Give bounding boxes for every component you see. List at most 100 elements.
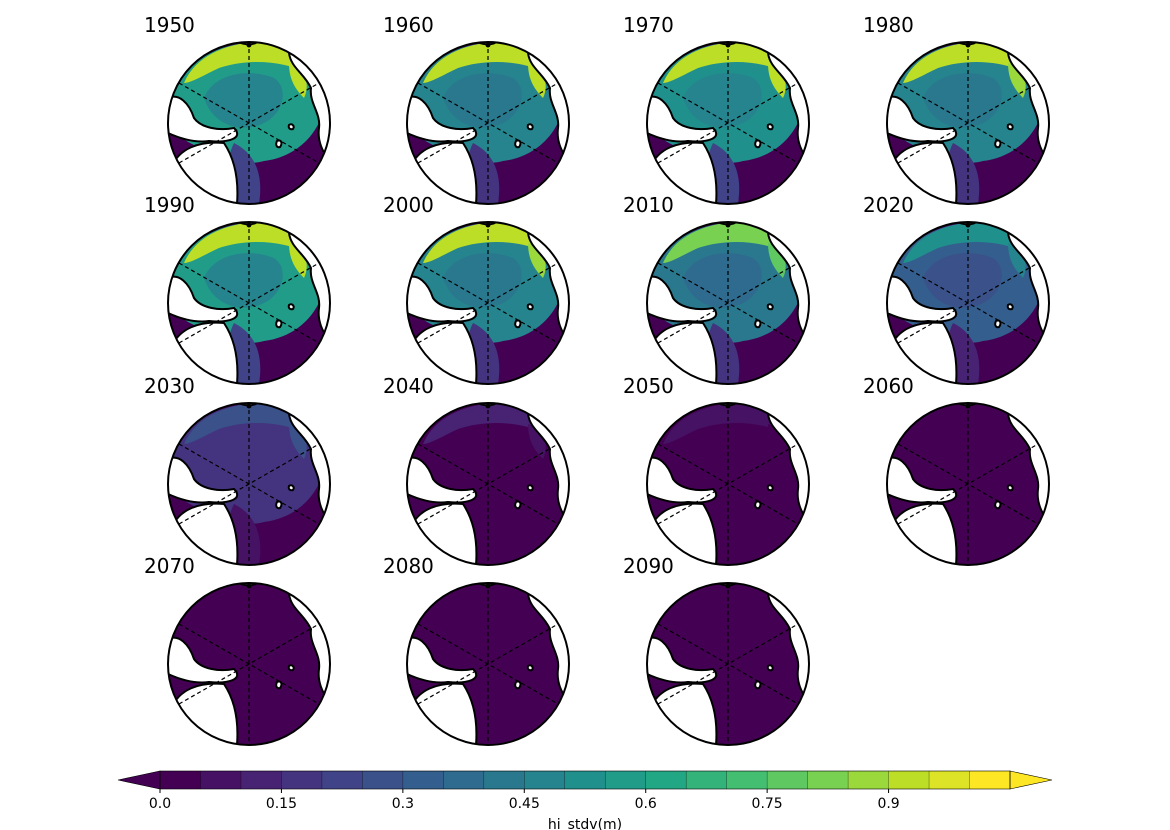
ice-edge-band [528, 63, 546, 98]
colorbar-bin [443, 771, 485, 789]
ice-edge-band [663, 222, 787, 263]
land [766, 664, 774, 672]
land [302, 176, 330, 204]
land [541, 537, 569, 565]
colorbar-frame [159, 770, 1011, 790]
panel-title: 2010 [623, 193, 674, 217]
ice-edge-band [903, 42, 1027, 83]
land [1021, 537, 1049, 565]
pole-marker [965, 42, 971, 48]
land [781, 176, 809, 204]
land [407, 95, 478, 143]
map-boundary [886, 41, 1050, 205]
graticule [897, 42, 1039, 204]
graticule [657, 403, 799, 565]
meridian-line [417, 443, 559, 525]
map-panel: 1970 [623, 13, 810, 205]
map-panel: 2090 [623, 554, 810, 746]
meridian-line [178, 262, 320, 344]
ice-edge-band [1008, 424, 1026, 459]
land [994, 500, 1002, 510]
map-field [407, 222, 569, 384]
ice-edge-band [663, 403, 787, 444]
ice-edge-band [423, 583, 547, 624]
map-panel: 2000 [383, 193, 570, 385]
colorbar-bin [240, 771, 282, 789]
land [168, 95, 239, 143]
ice-edge-band [528, 424, 546, 459]
meridian-line [657, 623, 799, 705]
ice-interior [204, 253, 283, 308]
panel-title: 2020 [863, 193, 914, 217]
meridian-line [657, 443, 799, 525]
land [287, 664, 295, 672]
ice-edge-band [184, 403, 308, 444]
ice-edge-band [768, 63, 786, 98]
pole-marker [246, 403, 252, 409]
meridian-line [417, 82, 559, 164]
ice-interior [923, 434, 1002, 489]
panel-title: 1990 [144, 193, 195, 217]
meridian-line [417, 623, 559, 705]
map-boundary [646, 41, 810, 205]
land [287, 303, 295, 311]
panel-title: 1970 [623, 13, 674, 37]
panel-title: 2060 [863, 374, 914, 398]
map-boundary [886, 402, 1050, 566]
land [302, 537, 330, 565]
map-boundary [406, 402, 570, 566]
land [647, 95, 718, 143]
meridian-line [657, 262, 799, 344]
map-boundary [646, 221, 810, 385]
land [1006, 303, 1014, 311]
panel-title: 2040 [383, 374, 434, 398]
ice-edge-band [184, 222, 308, 263]
pole-marker [246, 42, 252, 48]
graticule [417, 583, 559, 745]
colorbar-label: hi_stdv(m) [548, 817, 622, 830]
panel-title: 2090 [623, 554, 674, 578]
map-field [407, 403, 569, 565]
land [781, 537, 809, 565]
ice-edge-band [768, 604, 786, 639]
graticule [657, 222, 799, 384]
land [275, 139, 283, 149]
ice-edge-band [423, 222, 547, 263]
ice-edge-band [423, 403, 547, 444]
ice-edge-band [528, 604, 546, 639]
ice-interior [923, 73, 1002, 128]
land [754, 319, 762, 329]
pole-marker [725, 583, 731, 589]
land [1021, 176, 1049, 204]
map-panel: 2010 [623, 193, 810, 385]
colorbar-tick-label: 0.0 [149, 796, 171, 812]
ice-interior [443, 253, 522, 308]
pole-marker [725, 222, 731, 228]
ice-interior [683, 614, 762, 669]
map-boundary [646, 402, 810, 566]
meridian-line [897, 262, 1039, 344]
ice-edge-band [184, 583, 308, 624]
land [526, 123, 534, 131]
ice-edge-band [768, 424, 786, 459]
ice-edge-band [663, 42, 787, 83]
land [647, 636, 718, 684]
panel-title: 1960 [383, 13, 434, 37]
colorbar-bin [807, 771, 849, 789]
panel-title: 2050 [623, 374, 674, 398]
colorbar-bin [483, 771, 525, 789]
map-boundary [646, 582, 810, 746]
land [1021, 356, 1049, 384]
colorbar-bin [686, 771, 728, 789]
graticule [417, 222, 559, 384]
colorbar-tick-label: 0.15 [266, 796, 297, 812]
land [994, 319, 1002, 329]
ice-edge-band [289, 63, 307, 98]
pole-marker [965, 222, 971, 228]
colorbar-tick-label: 0.9 [877, 796, 899, 812]
map-panel: 2040 [383, 374, 570, 566]
colorbar-bin [605, 771, 647, 789]
land [287, 484, 295, 492]
graticule [897, 222, 1039, 384]
colorbar-tick-label: 0.75 [752, 796, 783, 812]
